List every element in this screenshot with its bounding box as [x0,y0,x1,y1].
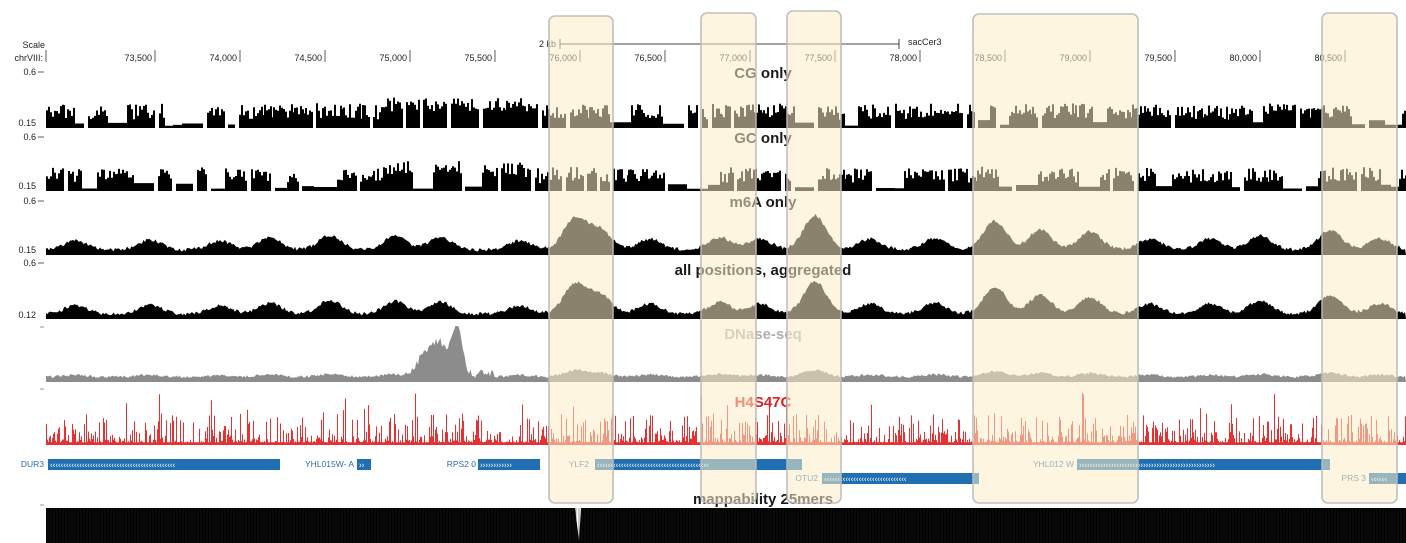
ruler-tick-label: 74,000 [209,53,237,63]
ruler-tick: 79,500 [1144,50,1176,63]
strand-arrows-icon: ››››››››››››››››››››››››››››››››››››››››… [1079,461,1215,470]
strand-arrows-icon: ‹‹‹‹‹‹‹‹‹‹‹‹‹‹‹‹‹‹‹‹‹‹‹‹‹‹‹‹‹‹‹‹‹‹‹‹‹‹‹‹… [597,461,709,470]
signal-m6a [46,213,1406,255]
track-ymin-label: 0.15 [18,118,36,128]
ruler-tick-label: 79,500 [1144,53,1172,63]
gene-dur3[interactable]: DUR3 ‹‹‹‹‹‹‹‹‹‹‹‹‹‹‹‹‹‹‹‹‹‹‹‹‹‹‹‹‹‹‹‹‹‹‹‹… [21,459,280,470]
track-ymax-label: 0.6 [23,132,36,142]
track-ymin-label: 0.15 [18,245,36,255]
highlight-region [786,10,842,504]
ruler-tick: 75,000 [379,50,411,63]
gene-body[interactable] [822,473,979,484]
ruler-tick: 80,000 [1229,50,1261,63]
gene-label: DUR3 [21,459,44,469]
ruler-tick-label: 75,500 [464,53,492,63]
track-ymin-label: 0.15 [18,181,36,191]
gene-body[interactable] [1077,459,1330,470]
strand-arrows-icon: ‹‹‹‹‹‹‹‹‹‹‹‹‹‹‹‹‹‹‹‹‹‹‹‹‹‹‹‹‹‹‹‹‹‹‹‹‹‹‹‹… [50,461,176,470]
ruler-tick: 73,500 [124,50,156,63]
ruler-tick: 76,500 [634,50,666,63]
ruler-tick-label: 78,000 [889,53,917,63]
assembly-label: sacCer3 [908,37,942,47]
scale-label: Scale [22,40,45,50]
chrom-label: chrVIII: [14,53,43,63]
scale-bar-label: 2 kb [539,39,556,49]
ruler-tick: 75,500 [464,50,496,63]
ruler-tick-label: 73,500 [124,53,152,63]
gene-label: YHL015W- A [305,459,354,469]
ruler: Scale chrVIII: 2 kb sacCer3 73,500 74,000… [14,37,1346,63]
highlight-region [700,12,757,504]
gene-body[interactable] [48,459,280,470]
track-ymax-label: 0.6 [23,196,36,206]
ruler-tick: 74,000 [209,50,241,63]
ruler-tick: 78,000 [889,50,921,63]
gene-yhl015w-a[interactable]: YHL015W- A ›› [305,459,371,470]
ruler-tick-label: 80,000 [1229,53,1257,63]
ruler-tick-label: 74,500 [294,53,322,63]
track-ymin-label: 0.12 [18,310,36,320]
gene-rps20[interactable]: RPS2 0 ›››››››››››› [447,459,540,470]
gene-body[interactable] [478,459,540,470]
strand-arrows-icon: ‹‹‹‹‹‹‹‹‹‹‹‹‹‹‹‹‹‹‹‹‹‹‹‹‹‹‹‹‹‹‹ [824,475,907,484]
track-ymax-label: 0.6 [23,67,36,77]
track-ymax-label: 0.6 [23,258,36,268]
strand-arrows-icon: ›› [359,461,365,470]
highlight-region [548,15,614,504]
strand-arrows-icon: ›››››››››››› [480,461,512,470]
gene-body[interactable] [357,459,371,470]
ruler-tick-label: 75,000 [379,53,407,63]
highlight-region [1321,12,1398,504]
highlight-regions [548,10,1398,504]
gene-body[interactable] [595,459,802,470]
signal-all [46,280,1406,319]
ruler-tick-label: 76,500 [634,53,662,63]
highlight-region [972,13,1139,504]
gene-label: RPS2 0 [447,459,477,469]
ruler-tick: 74,500 [294,50,326,63]
signal-dnase [46,326,1406,382]
